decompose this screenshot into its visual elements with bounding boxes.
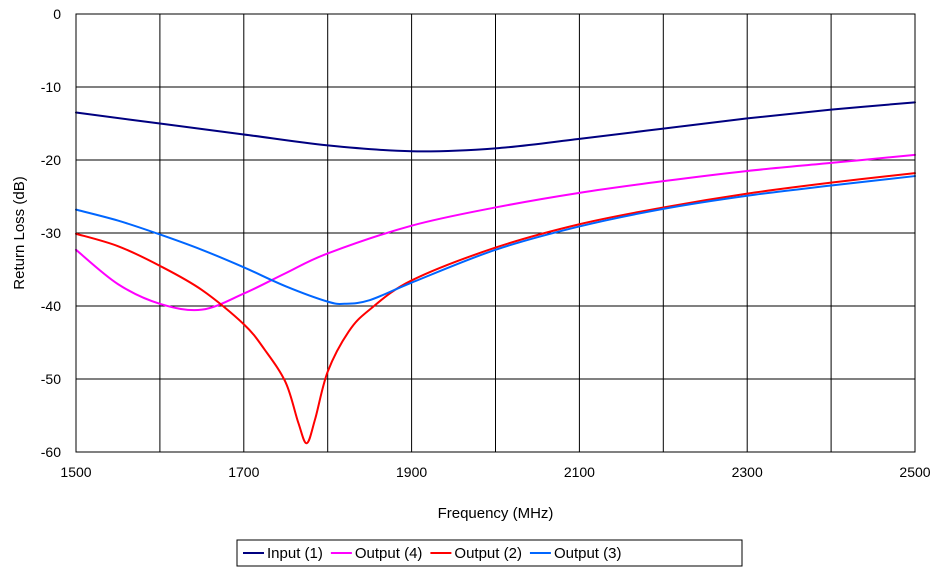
y-tick-label: -50	[41, 371, 61, 387]
series-line-3	[75, 172, 916, 445]
x-axis-title: Frequency (MHz)	[438, 505, 554, 522]
y-tick-label: -40	[41, 298, 61, 314]
plot-area-frame	[75, 13, 916, 453]
x-tick-label: 2100	[564, 464, 595, 480]
series-line-4	[75, 175, 916, 305]
series-line-1	[75, 101, 916, 153]
legend-label: Output (3)	[554, 545, 622, 562]
series-line-2	[75, 153, 916, 312]
y-axis-title: Return Loss (dB)	[11, 176, 28, 289]
legend-label: Output (4)	[355, 545, 423, 562]
y-tick-label: -30	[41, 225, 61, 241]
tick-label-layer: 1500 1700 1900 2100 2300 2500 0 -10 -20 -30 -40 -50…	[41, 6, 931, 480]
x-tick-label: 1900	[396, 464, 427, 480]
y-tick-label: 0	[53, 6, 61, 22]
x-tick-label: 2300	[732, 464, 763, 480]
x-tick-label: 1500	[60, 464, 91, 480]
y-tick-label: -10	[41, 79, 61, 95]
x-tick-label: 2500	[899, 464, 930, 480]
x-tick-label: 1700	[228, 464, 259, 480]
grid-layer	[76, 14, 915, 452]
legend-label: Input (1)	[267, 545, 323, 562]
legend-label: Output (2)	[454, 545, 522, 562]
legend: Input (1) Output (4) Output (2) Output (3)	[236, 539, 743, 567]
y-tick-label: -20	[41, 152, 61, 168]
series-layer	[75, 101, 916, 445]
y-tick-label: -60	[41, 444, 61, 460]
legend-box	[236, 539, 743, 567]
